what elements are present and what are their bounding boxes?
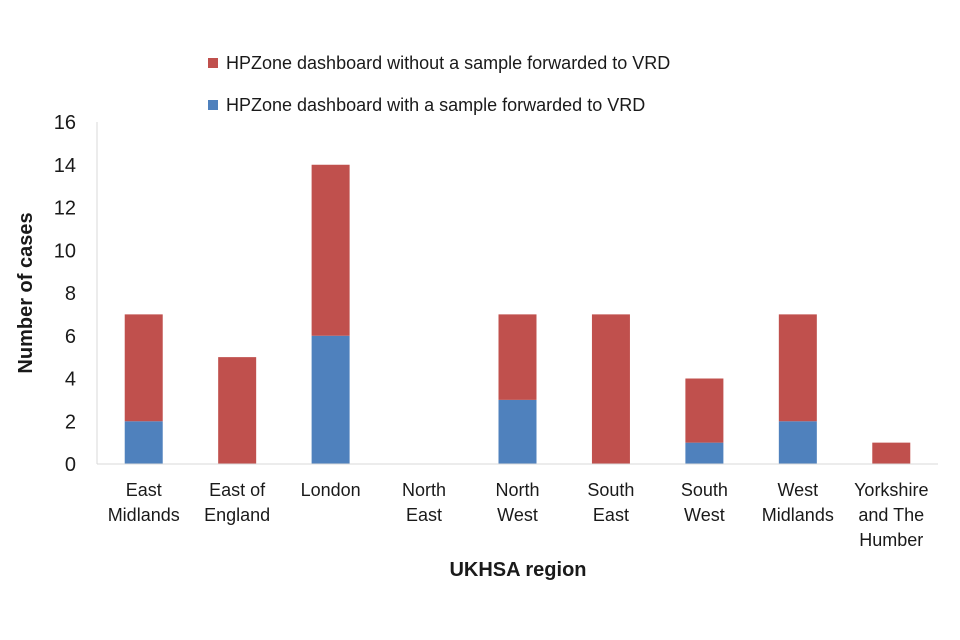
legend-item-without-sample: HPZone dashboard without a sample forwar… xyxy=(208,50,828,76)
x-axis-title: UKHSA region xyxy=(449,559,586,581)
legend-swatch-red xyxy=(208,58,218,68)
x-tick-label: West Midlands xyxy=(762,480,834,525)
y-tick-label: 6 xyxy=(65,326,76,348)
bar-segment-without-sample xyxy=(311,164,350,336)
x-tick-label: East of England xyxy=(204,480,270,525)
bar-segment-with-sample xyxy=(311,335,350,464)
bars xyxy=(124,164,911,465)
y-tick-label: 2 xyxy=(65,411,76,433)
x-tick-label: London xyxy=(301,480,361,500)
y-tick-label: 10 xyxy=(54,240,76,262)
x-tick-label: South East xyxy=(587,480,634,525)
x-tick-label: Yorkshire and The Humber xyxy=(854,480,928,550)
x-tick-label: East Midlands xyxy=(108,480,180,525)
y-axis-title: Number of cases xyxy=(15,212,37,373)
bar-segment-with-sample xyxy=(498,399,537,465)
bar-segment-without-sample xyxy=(124,314,163,422)
bar-segment-without-sample xyxy=(498,314,537,400)
x-axis-ticks: East Midlands East of England London North Eas… xyxy=(108,480,929,550)
bar-segment-with-sample xyxy=(685,442,724,465)
bar-segment-with-sample xyxy=(778,421,817,464)
bar-segment-without-sample xyxy=(685,378,724,443)
y-tick-label: 14 xyxy=(54,155,76,177)
y-tick-label: 4 xyxy=(65,369,76,391)
y-tick-label: 12 xyxy=(54,198,76,220)
y-tick-label: 0 xyxy=(65,454,76,476)
bar-segment-without-sample xyxy=(218,357,257,465)
x-tick-label: South West xyxy=(681,480,728,525)
legend: HPZone dashboard without a sample forwar… xyxy=(208,50,828,134)
legend-label: HPZone dashboard with a sample forwarded… xyxy=(226,94,646,115)
x-tick-label: North East xyxy=(402,480,446,525)
bar-segment-without-sample xyxy=(778,314,817,422)
y-axis-ticks: 0 2 4 6 8 10 12 14 16 xyxy=(54,112,76,476)
y-tick-label: 8 xyxy=(65,283,76,305)
legend-swatch-blue xyxy=(208,100,218,110)
legend-item-with-sample: HPZone dashboard with a sample forwarded… xyxy=(208,92,828,118)
bar-segment-with-sample xyxy=(124,421,163,464)
y-tick-label: 16 xyxy=(54,112,76,134)
bar-segment-without-sample xyxy=(591,314,630,465)
bar-segment-without-sample xyxy=(872,442,911,465)
axes xyxy=(96,122,938,465)
x-tick-label: North West xyxy=(495,480,539,525)
legend-label: HPZone dashboard without a sample forwar… xyxy=(226,52,671,73)
